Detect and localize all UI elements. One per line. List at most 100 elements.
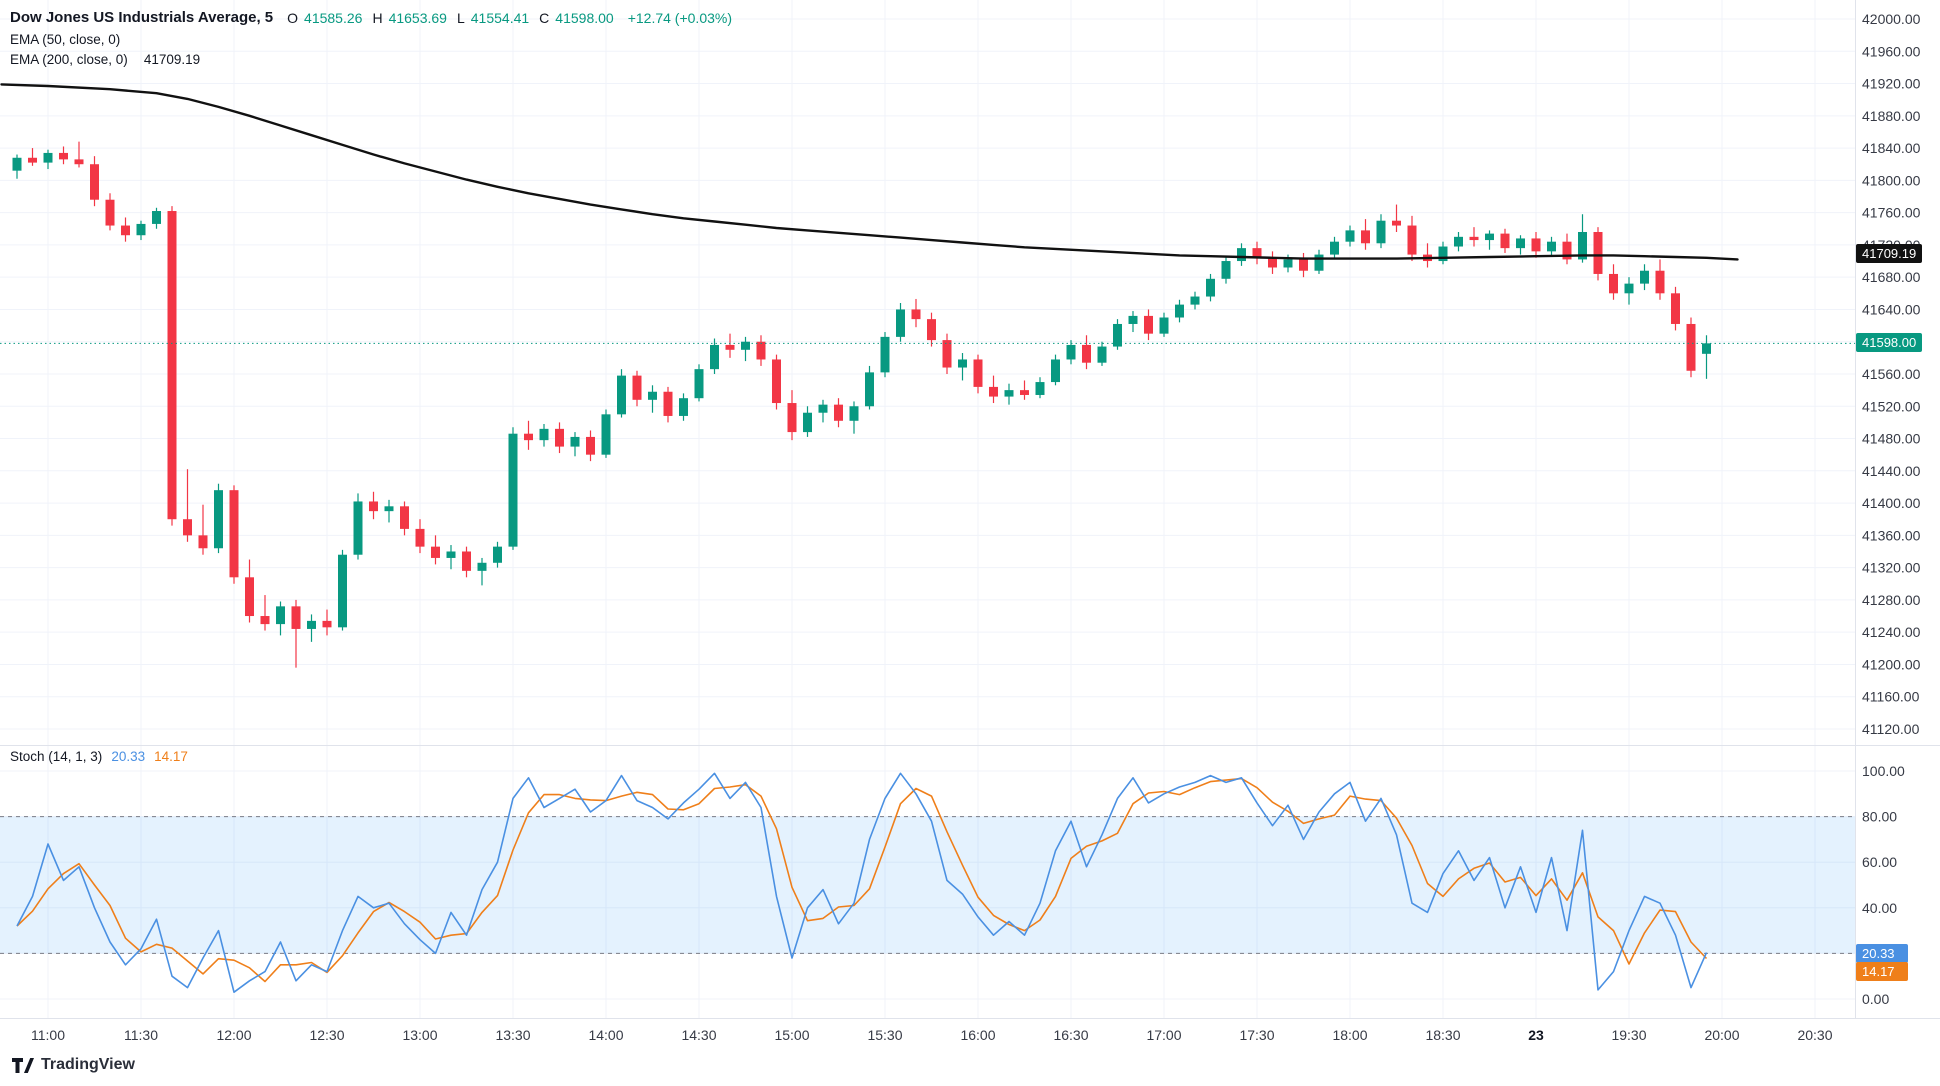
price-tick-label: 41280.00 xyxy=(1862,592,1921,608)
candle-body xyxy=(1004,390,1014,397)
candle-body xyxy=(431,546,440,558)
time-tick-label: 13:00 xyxy=(402,1027,437,1043)
time-tick-label: 19:30 xyxy=(1611,1027,1646,1043)
candle-body xyxy=(1035,382,1045,395)
candle-body xyxy=(1128,315,1138,324)
candle-body xyxy=(787,403,797,433)
time-tick-label: 23 xyxy=(1528,1027,1544,1043)
candle-body xyxy=(353,501,363,555)
time-tick-label: 17:30 xyxy=(1239,1027,1274,1043)
stoch-tick-label: 100.00 xyxy=(1862,763,1905,779)
price-tick-label: 41640.00 xyxy=(1862,301,1921,317)
candle-body xyxy=(462,551,471,571)
symbol-legend-row[interactable]: Dow Jones US Industrials Average, 5 O 41… xyxy=(10,6,732,29)
ema200-legend-row[interactable]: EMA (200, close, 0) 41709.19 xyxy=(10,49,732,69)
candle-body xyxy=(1252,248,1262,258)
stoch-k-line xyxy=(16,772,1708,994)
candle-body xyxy=(942,340,952,368)
candle-body xyxy=(1268,257,1277,268)
candle-body xyxy=(1175,304,1184,318)
price-tick-label: 41840.00 xyxy=(1862,140,1921,156)
pane-separator[interactable] xyxy=(0,745,1940,746)
candle-body xyxy=(1314,254,1324,271)
candle-body xyxy=(1376,220,1386,244)
candle-body xyxy=(198,535,208,549)
stoch-band xyxy=(0,816,1855,954)
stoch-legend-row[interactable]: Stoch (14, 1, 3) 20.33 14.17 xyxy=(10,749,188,764)
price-axis[interactable] xyxy=(1855,0,1940,1018)
candle-body xyxy=(59,152,68,160)
price-tick-label: 41120.00 xyxy=(1862,721,1920,737)
candle-body xyxy=(1020,390,1029,395)
candle-body xyxy=(927,319,936,341)
time-tick-label: 14:00 xyxy=(588,1027,623,1043)
candle-body xyxy=(152,211,161,224)
candle-body xyxy=(28,157,37,163)
candle-body xyxy=(446,551,456,558)
candle-body xyxy=(245,577,254,617)
time-axis-separator xyxy=(0,1018,1940,1019)
candle-body xyxy=(1454,236,1463,247)
time-tick-label: 16:30 xyxy=(1053,1027,1088,1043)
time-tick-label: 15:00 xyxy=(774,1027,809,1043)
candle-body xyxy=(1469,236,1479,241)
stoch-tick-label: 40.00 xyxy=(1862,900,1897,916)
candle-body xyxy=(167,211,177,520)
candle-body xyxy=(307,620,316,629)
candle-body xyxy=(136,223,146,236)
price-tick-label: 41880.00 xyxy=(1862,108,1921,124)
price-tick-label: 42000.00 xyxy=(1862,11,1921,27)
candle-body xyxy=(1097,346,1107,363)
ema200-price-badge: 41709.19 xyxy=(1856,243,1923,263)
time-tick-label: 14:30 xyxy=(681,1027,716,1043)
candle-body xyxy=(1051,359,1060,383)
candle-body xyxy=(1345,230,1355,242)
candle-body xyxy=(1578,231,1587,260)
price-tick-label: 41200.00 xyxy=(1862,656,1921,672)
ohlc-close-value: 41598.00 xyxy=(555,9,614,26)
candle-body xyxy=(989,386,998,397)
candle-body xyxy=(663,391,673,416)
candle-body xyxy=(1237,248,1246,262)
candle-body xyxy=(1066,344,1076,360)
tradingview-logo[interactable]: TradingView xyxy=(12,1056,135,1074)
stoch-tick-label: 0.00 xyxy=(1862,991,1889,1007)
time-tick-label: 20:30 xyxy=(1797,1027,1832,1043)
candle-body xyxy=(1082,344,1091,363)
time-axis[interactable] xyxy=(0,1018,1940,1064)
candle-body xyxy=(818,404,828,413)
candle-body xyxy=(260,616,270,625)
tradingview-logo-text: TradingView xyxy=(41,1056,135,1073)
ohlc-close-label: C xyxy=(539,9,550,26)
candle-body xyxy=(1299,259,1308,271)
candle-body xyxy=(229,490,239,578)
price-tick-label: 41760.00 xyxy=(1862,205,1921,221)
candle-body xyxy=(1206,278,1215,297)
ema200-line xyxy=(0,83,1739,261)
candle-body xyxy=(508,433,518,547)
symbol-title[interactable]: Dow Jones US Industrials Average, 5 xyxy=(10,9,274,26)
candle-body xyxy=(74,159,84,165)
price-tick-label: 41920.00 xyxy=(1862,76,1921,92)
price-tick-label: 41240.00 xyxy=(1862,624,1921,640)
candle-body xyxy=(896,309,905,337)
time-tick-label: 11:30 xyxy=(124,1027,158,1043)
candle-body xyxy=(1144,315,1153,334)
ema200-label: EMA (200, close, 0) xyxy=(10,51,128,67)
time-tick-label: 18:00 xyxy=(1332,1027,1367,1043)
candle-body xyxy=(1640,270,1649,284)
ema50-legend-row[interactable]: EMA (50, close, 0) xyxy=(10,29,732,49)
candle-body xyxy=(477,562,487,571)
stoch-label: Stoch (14, 1, 3) xyxy=(10,749,103,764)
price-tick-label: 41160.00 xyxy=(1862,689,1920,705)
candle-body xyxy=(1190,296,1200,305)
time-tick-label: 11:00 xyxy=(31,1027,65,1043)
candle-body xyxy=(880,336,890,373)
last-price-badge: 41598.00 xyxy=(1856,333,1923,353)
tradingview-mark-icon xyxy=(12,1057,34,1073)
candle-body xyxy=(1609,273,1618,294)
time-tick-label: 15:30 xyxy=(867,1027,902,1043)
price-tick-label: 41440.00 xyxy=(1862,463,1921,479)
